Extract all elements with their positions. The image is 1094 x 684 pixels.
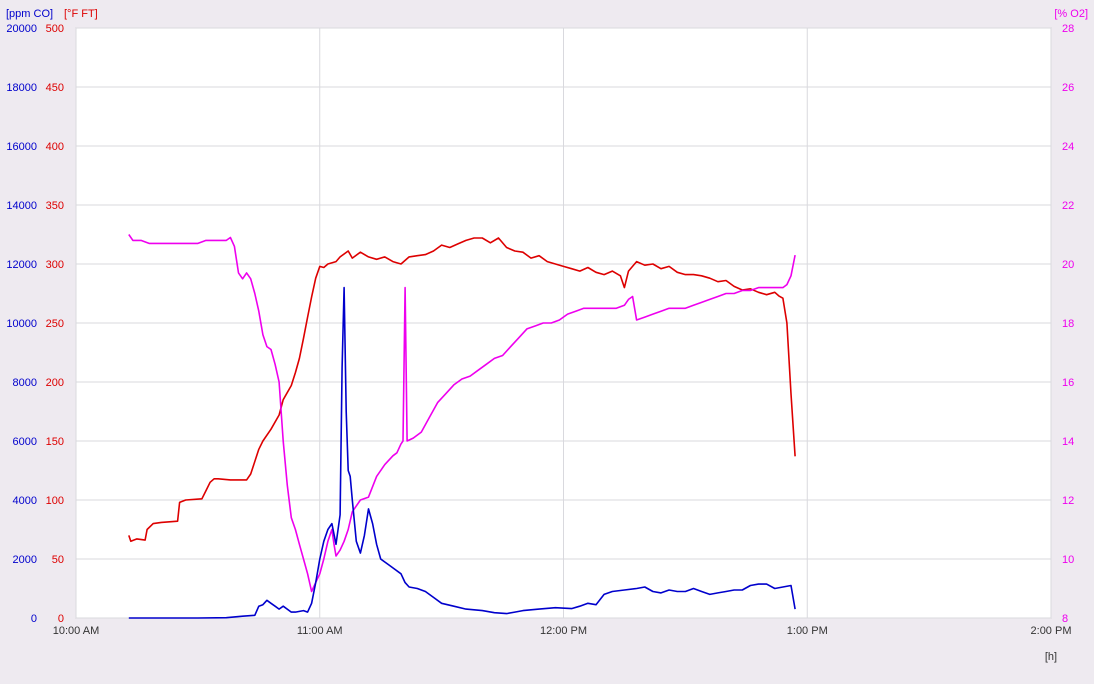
ft-tick-label: 50 (52, 554, 64, 566)
o2-tick-label: 14 (1062, 436, 1074, 448)
co-tick-label: 8000 (13, 377, 37, 389)
co-tick-label: 10000 (6, 318, 37, 330)
co-tick-label: 20000 (6, 23, 37, 35)
o2-tick-label: 18 (1062, 318, 1074, 330)
ft-tick-label: 250 (46, 318, 64, 330)
x-tick-label: 2:00 PM (1031, 625, 1072, 637)
ft-tick-label: 400 (46, 141, 64, 153)
co-tick-label: 16000 (6, 141, 37, 153)
co-tick-label: 18000 (6, 82, 37, 94)
ft-axis-label: [°F FT] (64, 8, 98, 20)
co-tick-label: 14000 (6, 200, 37, 212)
grid-lines (75, 27, 1052, 619)
ft-tick-label: 150 (46, 436, 64, 448)
o2-tick-label: 16 (1062, 377, 1074, 389)
ft-tick-label: 100 (46, 495, 64, 507)
ft-tick-label: 200 (46, 377, 64, 389)
x-tick-label: 10:00 AM (53, 625, 99, 637)
co-tick-label: 6000 (13, 436, 37, 448)
o2-tick-label: 22 (1062, 200, 1074, 212)
o2-tick-label: 24 (1062, 141, 1074, 153)
ft-tick-label: 300 (46, 259, 64, 271)
x-tick-label: 12:00 PM (540, 625, 587, 637)
ft-tick-label: 350 (46, 200, 64, 212)
o2-tick-label: 8 (1062, 613, 1068, 625)
o2-tick-label: 28 (1062, 23, 1074, 35)
x-unit-label: [h] (1045, 651, 1057, 663)
axis-labels: 10:00 AM 11:00 AM 12:00 PM 1:00 PM 2:00 PM 0 2… (6, 23, 1074, 637)
co-tick-label: 12000 (6, 259, 37, 271)
series-layer (128, 234, 796, 619)
o2-tick-label: 20 (1062, 259, 1074, 271)
x-tick-label: 11:00 AM (297, 625, 343, 637)
o2-tick-label: 12 (1062, 495, 1074, 507)
o2-tick-label: 26 (1062, 82, 1074, 94)
o2-axis-label: [% O2] (1054, 8, 1088, 20)
co-tick-label: 0 (31, 613, 37, 625)
ft-tick-label: 500 (46, 23, 64, 35)
co-axis-label: [ppm CO] (6, 8, 53, 20)
ft-tick-label: 450 (46, 82, 64, 94)
o2-tick-label: 10 (1062, 554, 1074, 566)
series-line-o2 (128, 234, 796, 593)
ft-tick-label: 0 (58, 613, 64, 625)
x-tick-label: 1:00 PM (787, 625, 828, 637)
series-line-ft (128, 237, 796, 543)
co-tick-label: 4000 (13, 495, 37, 507)
series-line-co (128, 286, 796, 619)
co-tick-label: 2000 (13, 554, 37, 566)
